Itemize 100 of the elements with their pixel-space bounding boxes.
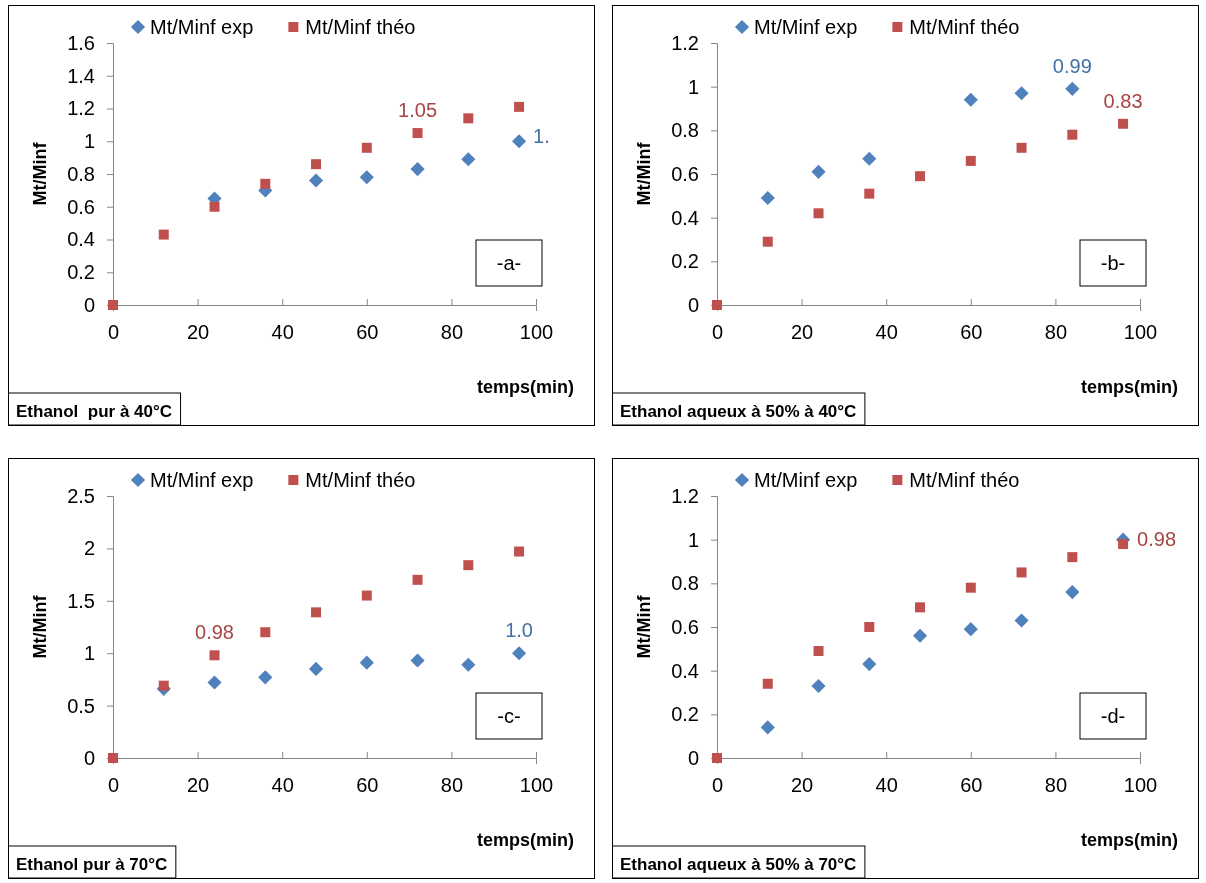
point bbox=[915, 602, 926, 613]
point bbox=[308, 661, 324, 676]
text: Ethanol aqueux à 50% à 70°C bbox=[620, 855, 857, 874]
point bbox=[762, 236, 773, 247]
point bbox=[813, 646, 824, 657]
legend-label: Mt/Minf exp bbox=[754, 469, 858, 491]
legend-label: Mt/Minf exp bbox=[150, 469, 254, 491]
legend-label: Mt/Minf théo bbox=[305, 16, 416, 38]
point bbox=[1065, 81, 1080, 96]
y-axis-title: Mt/Minf bbox=[634, 594, 654, 659]
y-axis-title: Mt/Minf bbox=[30, 594, 50, 659]
y-tick-label: 1 bbox=[83, 130, 95, 153]
x-tick-label: 100 bbox=[519, 321, 554, 344]
x-tick-label: 0 bbox=[711, 774, 724, 797]
point bbox=[912, 628, 928, 643]
y-tick-label: 0.6 bbox=[671, 615, 699, 638]
point bbox=[512, 646, 527, 661]
point bbox=[463, 113, 474, 124]
point bbox=[864, 622, 875, 632]
text: Ethanol aqueux à 50% à 40°C bbox=[620, 402, 857, 421]
point bbox=[1067, 129, 1078, 140]
point bbox=[311, 159, 322, 170]
x-tick-label: 20 bbox=[186, 321, 210, 344]
x-tick-label: 80 bbox=[1044, 321, 1068, 344]
annotation: 1. bbox=[533, 125, 550, 148]
point bbox=[963, 622, 978, 637]
point bbox=[359, 170, 374, 185]
point bbox=[864, 188, 875, 199]
x-tick-label: 60 bbox=[356, 774, 379, 797]
y-tick-label: 1.5 bbox=[67, 589, 95, 612]
point bbox=[209, 650, 220, 661]
point bbox=[260, 627, 271, 638]
point bbox=[361, 142, 372, 153]
y-tick-label: 1 bbox=[687, 528, 699, 551]
annotation: 1.05 bbox=[398, 99, 438, 122]
text: -c- bbox=[497, 705, 521, 727]
x-axis-title: temps(min) bbox=[476, 830, 574, 850]
text: -a- bbox=[496, 252, 522, 274]
annotation: 0.83 bbox=[1103, 89, 1143, 112]
x-axis-title: temps(min) bbox=[476, 377, 574, 397]
text: Ethanol pur à 40°C bbox=[16, 402, 173, 421]
point bbox=[811, 678, 826, 694]
annotation: 0.98 bbox=[195, 621, 234, 644]
point bbox=[712, 300, 722, 310]
annotation: 0.98 bbox=[1137, 528, 1177, 551]
point bbox=[209, 201, 220, 212]
point bbox=[359, 655, 374, 670]
point bbox=[1016, 142, 1027, 153]
y-tick-label: 1 bbox=[687, 75, 699, 98]
legend-label: Mt/Minf exp bbox=[150, 16, 254, 38]
y-tick-label: 1.2 bbox=[67, 97, 95, 120]
x-tick-label: 60 bbox=[960, 774, 983, 797]
x-tick-label: 80 bbox=[1044, 774, 1068, 797]
text: -b- bbox=[1100, 252, 1126, 274]
x-tick-label: 100 bbox=[1123, 321, 1158, 344]
point bbox=[207, 675, 222, 690]
y-tick-label: 2 bbox=[83, 537, 95, 560]
point bbox=[108, 753, 118, 763]
point bbox=[1067, 552, 1078, 563]
y-tick-label: 2.5 bbox=[67, 484, 95, 507]
point bbox=[811, 164, 826, 179]
point bbox=[813, 208, 824, 219]
point bbox=[1118, 118, 1129, 129]
x-tick-label: 100 bbox=[1123, 774, 1158, 797]
point bbox=[412, 574, 423, 585]
y-tick-label: 0.8 bbox=[67, 162, 95, 185]
point bbox=[862, 657, 877, 672]
x-tick-label: 0 bbox=[107, 774, 120, 797]
x-tick-label: 80 bbox=[440, 321, 464, 344]
x-tick-label: 0 bbox=[107, 321, 120, 344]
point bbox=[862, 151, 877, 166]
y-tick-label: 1.6 bbox=[67, 31, 95, 54]
point bbox=[760, 720, 775, 735]
x-tick-label: 40 bbox=[271, 774, 294, 797]
point bbox=[1014, 86, 1029, 101]
point bbox=[965, 582, 976, 593]
point bbox=[410, 162, 425, 177]
point bbox=[258, 670, 273, 685]
point bbox=[410, 653, 425, 668]
x-tick-label: 80 bbox=[440, 774, 464, 797]
y-tick-label: 1 bbox=[83, 642, 95, 665]
legend-label: Mt/Minf exp bbox=[754, 16, 858, 38]
x-tick-label: 40 bbox=[875, 774, 898, 797]
x-tick-label: 100 bbox=[519, 774, 554, 797]
point bbox=[963, 92, 978, 107]
y-tick-label: 0.6 bbox=[67, 195, 95, 218]
x-tick-label: 20 bbox=[790, 321, 814, 344]
y-tick-label: 0 bbox=[687, 746, 699, 769]
point bbox=[412, 128, 423, 139]
point bbox=[1118, 539, 1129, 550]
y-tick-label: 0 bbox=[687, 293, 699, 316]
point bbox=[514, 546, 525, 557]
legend-label: Mt/Minf théo bbox=[909, 469, 1020, 491]
annotation: 1.0 bbox=[505, 619, 533, 642]
text: -d- bbox=[1100, 705, 1126, 727]
y-tick-label: 1.4 bbox=[67, 64, 95, 87]
y-tick-label: 0 bbox=[83, 746, 95, 769]
point bbox=[158, 680, 169, 691]
legend-label: Mt/Minf théo bbox=[305, 469, 416, 491]
point bbox=[1016, 567, 1027, 578]
